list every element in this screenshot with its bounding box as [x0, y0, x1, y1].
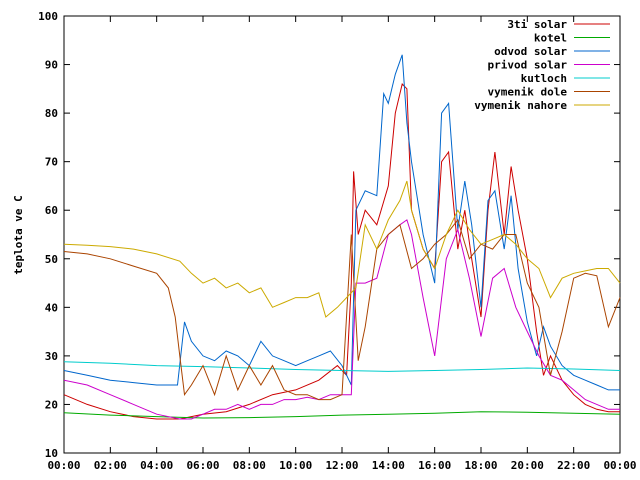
- series-line-vymenik-dole: [63, 218, 621, 401]
- x-tick-label: 20:00: [511, 459, 544, 472]
- y-tick-label: 100: [38, 10, 58, 23]
- y-tick-label: 30: [45, 350, 58, 363]
- x-tick-label: 04:00: [140, 459, 173, 472]
- x-tick-label: 02:00: [94, 459, 127, 472]
- series-line-3ti-solar: [63, 83, 620, 420]
- y-tick-label: 10: [45, 447, 58, 460]
- y-tick-label: 50: [45, 253, 58, 266]
- x-tick-label: 12:00: [325, 459, 358, 472]
- x-tick-label: 22:00: [557, 459, 590, 472]
- y-tick-label: 60: [45, 204, 58, 217]
- legend-label: kotel: [534, 32, 567, 45]
- legend-label: odvod solar: [494, 45, 567, 58]
- axis-tick-labels: 10 20 30 40 50 60 70 80 90 100 00:00 02:00 04:00 06:0…: [38, 10, 636, 472]
- x-tick-label: 08:00: [233, 459, 266, 472]
- x-tick-label: 16:00: [418, 459, 451, 472]
- y-tick-label: 20: [45, 398, 58, 411]
- y-tick-label: 80: [45, 107, 58, 120]
- y-axis-title: teplota ve C: [12, 195, 25, 274]
- series-line-kutloch: [63, 361, 621, 372]
- legend-label: vymenik dole: [488, 86, 568, 99]
- series-lines: [63, 54, 621, 420]
- legend-label: privod solar: [488, 59, 568, 72]
- series-line-odvod-solar: [63, 54, 620, 391]
- legend-label: 3ti solar: [507, 18, 567, 31]
- legend-label: kutloch: [521, 72, 567, 85]
- x-tick-label: 14:00: [372, 459, 405, 472]
- x-tick-label: 06:00: [186, 459, 219, 472]
- y-tick-label: 70: [45, 156, 58, 169]
- legend-label: vymenik nahore: [474, 99, 567, 112]
- series-line-kotel: [63, 411, 621, 419]
- x-tick-label: 00:00: [47, 459, 80, 472]
- series-line-vymenik-nahore: [63, 180, 621, 318]
- y-tick-label: 90: [45, 59, 58, 72]
- y-tick-label: 40: [45, 301, 58, 314]
- series-line-privod-solar: [63, 219, 620, 420]
- x-tick-label: 10:00: [279, 459, 312, 472]
- x-tick-label: 00:00: [603, 459, 636, 472]
- x-tick-label: 18:00: [464, 459, 497, 472]
- axis-ticks: [63, 15, 621, 454]
